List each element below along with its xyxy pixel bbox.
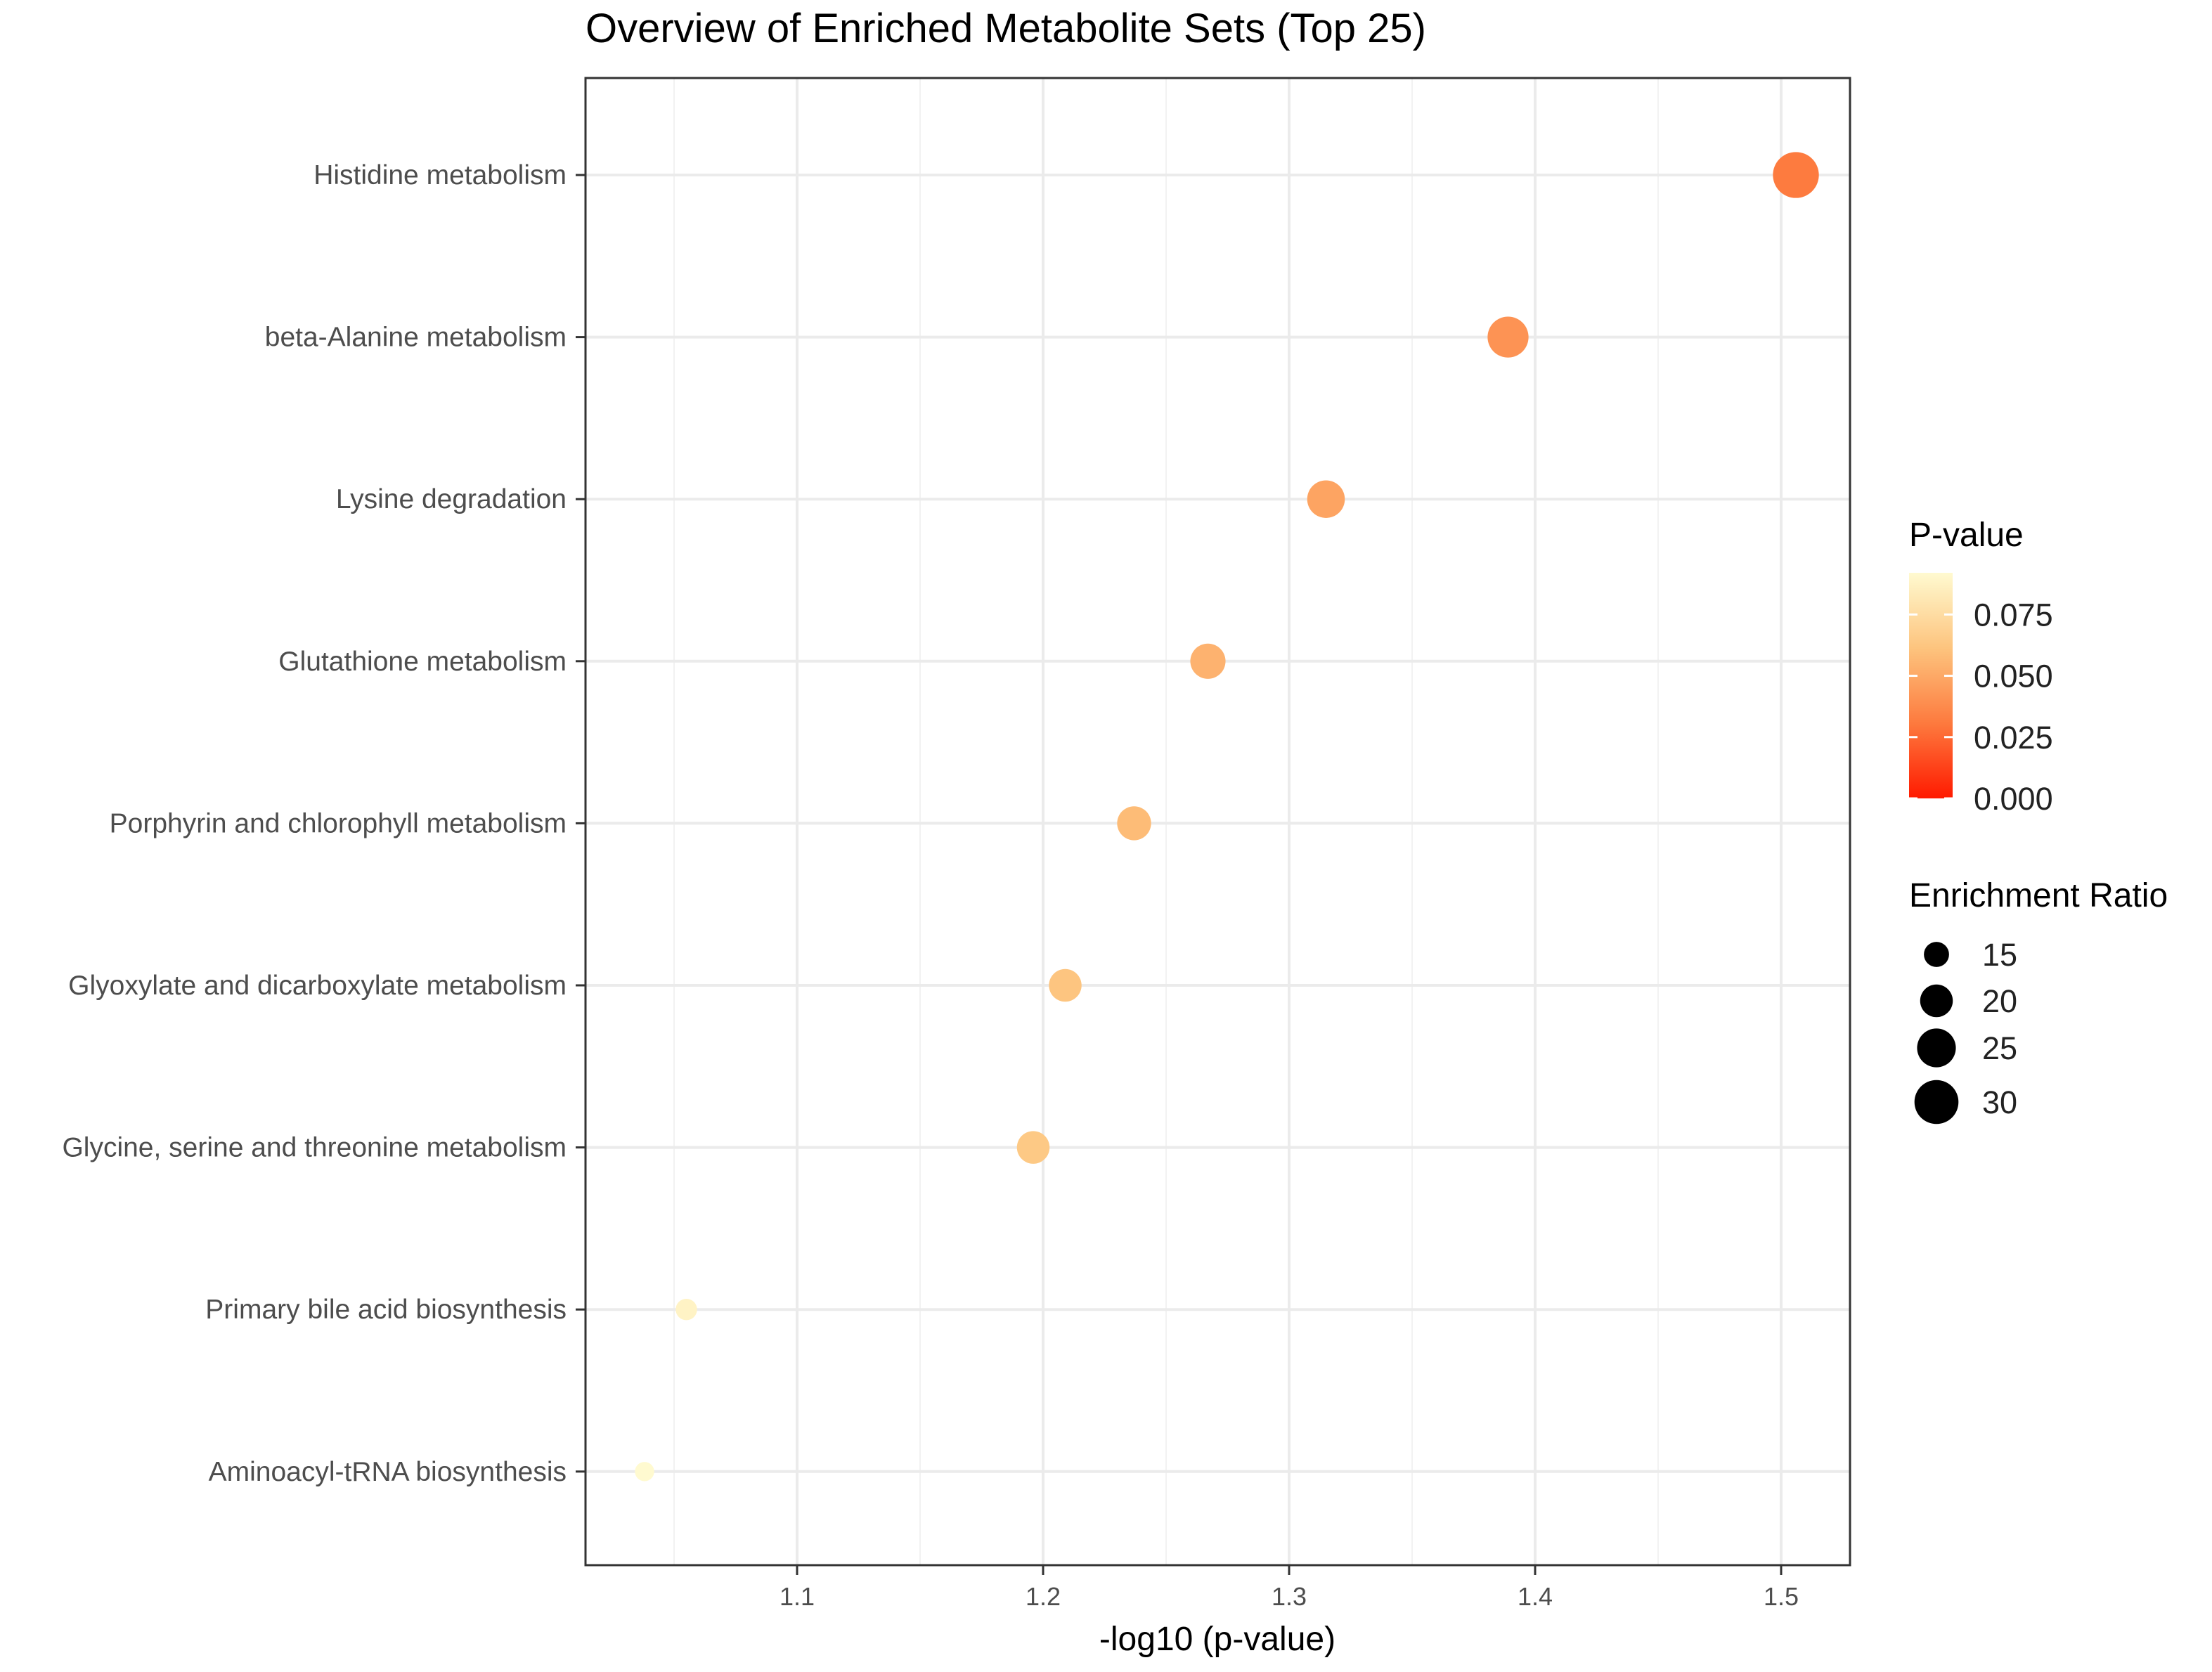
chart-title: Overview of Enriched Metabolite Sets (To… [586, 6, 1426, 51]
size-key-label: 20 [1982, 983, 2017, 1019]
size-key-label: 25 [1982, 1030, 2017, 1066]
legend-enrichment-ratio: Enrichment Ratio 15 20 25 30 [1909, 877, 2168, 1125]
legend-pvalue: P-value 0.000 0.025 0.050 0.075 [1909, 517, 2053, 817]
legend-enrichment-ratio-title: Enrichment Ratio [1909, 877, 2168, 914]
colorbar-label: 0.050 [1974, 659, 2053, 694]
size-key-label: 15 [1982, 937, 2017, 973]
y-tick-label: Glyoxylate and dicarboxylate metabolism [68, 971, 567, 1001]
legend-enrichment-ratio-keys: 15 20 25 30 [1914, 937, 2017, 1125]
size-key-dot [1920, 984, 1953, 1018]
colorbar-label: 0.025 [1974, 720, 2053, 756]
data-point [1307, 480, 1345, 518]
y-tick-label: Glutathione metabolism [278, 647, 567, 677]
data-point [1117, 806, 1151, 841]
x-tick-label: 1.3 [1272, 1582, 1307, 1611]
legend-pvalue-ticks: 0.000 0.025 0.050 0.075 [1909, 597, 2053, 817]
size-key-dot [1914, 1080, 1959, 1125]
y-tick-label: Primary bile acid biosynthesis [205, 1295, 567, 1325]
legend-pvalue-title: P-value [1909, 517, 2024, 554]
data-point [635, 1462, 654, 1482]
y-tick-label: beta-Alanine metabolism [265, 323, 567, 353]
colorbar-label: 0.000 [1974, 781, 2053, 817]
x-tick-label: 1.5 [1764, 1582, 1799, 1611]
data-point [1016, 1131, 1050, 1164]
x-axis-ticks [796, 1565, 1783, 1575]
data-point [1773, 152, 1819, 198]
y-tick-label: Histidine metabolism [313, 160, 567, 190]
x-axis-title: -log10 (p-value) [1099, 1621, 1335, 1658]
y-tick-label: Glycine, serine and threonine metabolism [62, 1133, 567, 1163]
plot-border [584, 77, 1851, 1567]
data-point [1049, 968, 1082, 1002]
size-key-label: 30 [1982, 1084, 2017, 1120]
size-key-dot [1924, 942, 1949, 967]
data-point [675, 1298, 697, 1321]
y-axis-labels: Histidine metabolism beta-Alanine metabol… [62, 160, 567, 1487]
data-point [1190, 643, 1226, 679]
y-tick-label: Aminoacyl-tRNA biosynthesis [209, 1457, 567, 1487]
y-tick-label: Porphyrin and chlorophyll metabolism [110, 808, 567, 838]
size-key-dot [1917, 1028, 1956, 1068]
y-axis-ticks [576, 174, 586, 1473]
x-tick-label: 1.1 [780, 1582, 815, 1611]
data-points [635, 152, 1819, 1482]
legend-pvalue-colorbar [1909, 573, 1953, 798]
y-tick-label: Lysine degradation [336, 484, 567, 514]
x-tick-label: 1.4 [1518, 1582, 1553, 1611]
x-axis-labels: 1.1 1.2 1.3 1.4 1.5 [780, 1582, 1799, 1611]
colorbar-label: 0.075 [1974, 597, 2053, 633]
data-point [1487, 316, 1529, 358]
x-tick-label: 1.2 [1026, 1582, 1061, 1611]
